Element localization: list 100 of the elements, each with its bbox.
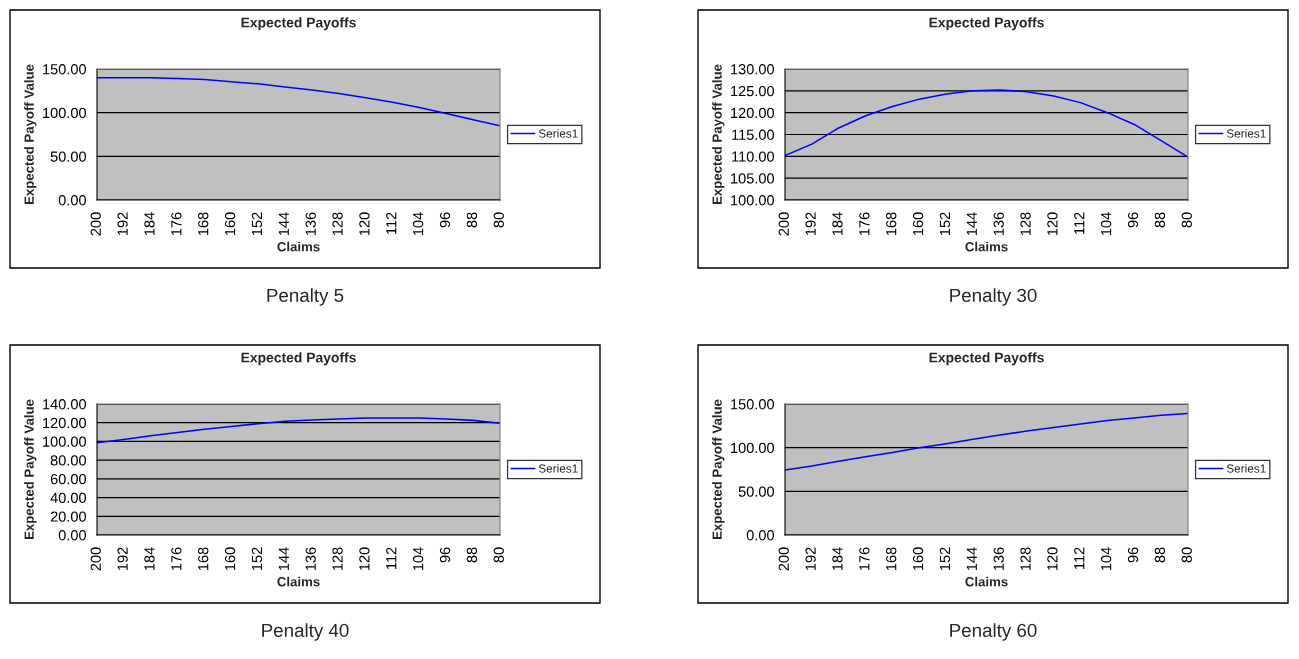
line-series — [97, 76, 500, 127]
y-tick-label: 120.00 — [43, 417, 87, 429]
line-series — [785, 89, 1188, 158]
x-tick-label: 112 — [1074, 547, 1085, 569]
x-tick-label: 152 — [939, 212, 951, 236]
chart-title: Expected Payoffs — [241, 352, 356, 366]
x-tick-label: 128 — [1020, 547, 1031, 571]
y-tick-label: 100.00 — [731, 442, 775, 454]
x-tick-label: 200 — [90, 212, 101, 236]
x-tick-label: 120 — [359, 547, 370, 571]
y-tick-label: 105.00 — [731, 173, 775, 184]
x-tick-label: 136 — [993, 212, 1004, 236]
x-tick-label: 104 — [412, 212, 424, 236]
x-tick-label: 176 — [171, 547, 182, 571]
legend-label: Series1 — [1226, 129, 1266, 138]
x-tick-label: 136 — [305, 212, 316, 236]
y-tick-label: 0.00 — [58, 530, 87, 541]
x-tick-label: 80 — [493, 547, 504, 563]
x-tick-label: 160 — [912, 547, 924, 571]
y-tick-label: 0.00 — [58, 195, 87, 206]
line-series — [97, 417, 500, 444]
x-tick-label: 176 — [859, 547, 870, 571]
x-tick-label: 144 — [966, 212, 977, 236]
x-axis-title: Claims — [965, 241, 1008, 252]
legend-label: Series1 — [1226, 464, 1266, 473]
x-tick-label: 160 — [912, 212, 924, 236]
x-tick-label: 152 — [251, 212, 263, 236]
y-axis-title: Expected Payoff Value — [712, 64, 725, 205]
line-series — [785, 412, 1188, 471]
x-tick-label: 176 — [171, 212, 182, 236]
x-tick-label: 112 — [386, 212, 397, 234]
x-tick-label: 120 — [1047, 547, 1058, 571]
x-tick-label: 96 — [1127, 212, 1139, 228]
x-tick-label: 176 — [859, 212, 870, 236]
x-tick-label: 128 — [1020, 212, 1031, 236]
x-tick-label: 144 — [278, 547, 289, 571]
x-tick-label: 120 — [359, 212, 370, 236]
chart-title: Expected Payoffs — [929, 17, 1044, 31]
x-tick-label: 120 — [1047, 212, 1058, 236]
x-tick-label: 144 — [278, 212, 289, 236]
text: Penalty 5 — [267, 288, 344, 306]
x-tick-label: 88 — [1154, 212, 1166, 228]
x-axis-title: Claims — [277, 241, 320, 252]
x-tick-label: 160 — [224, 547, 236, 571]
x-tick-label: 128 — [332, 547, 343, 571]
x-tick-label: 192 — [117, 547, 128, 571]
y-tick-label: 120.00 — [731, 107, 775, 119]
x-tick-label: 184 — [832, 212, 843, 236]
y-tick-label: 140.00 — [43, 399, 87, 410]
y-axis-title: Expected Payoff Value — [712, 399, 725, 540]
x-tick-label: 168 — [198, 212, 209, 236]
x-tick-label: 104 — [412, 547, 424, 571]
x-tick-label: 80 — [1181, 547, 1192, 563]
y-tick-label: 0.00 — [746, 530, 775, 541]
y-tick-label: 20.00 — [50, 511, 87, 522]
x-tick-label: 184 — [144, 212, 155, 236]
x-tick-label: 200 — [778, 547, 789, 571]
x-tick-label: 88 — [466, 212, 478, 228]
y-tick-label: 150.00 — [731, 399, 775, 410]
x-tick-label: 144 — [966, 547, 977, 571]
x-tick-label: 184 — [144, 547, 155, 571]
x-tick-label: 128 — [332, 212, 343, 236]
x-tick-label: 200 — [778, 212, 789, 236]
x-tick-label: 160 — [224, 212, 236, 236]
x-tick-label: 112 — [386, 547, 397, 569]
chart-title: Expected Payoffs — [241, 17, 356, 31]
x-tick-label: 96 — [1127, 547, 1139, 563]
y-tick-label: 130.00 — [731, 64, 775, 75]
y-tick-label: 50.00 — [738, 486, 775, 497]
x-tick-label: 152 — [939, 547, 951, 571]
legend-label: Series1 — [538, 464, 578, 473]
y-tick-label: 100.00 — [43, 107, 87, 119]
x-axis-title: Claims — [277, 576, 320, 587]
y-tick-label: 40.00 — [50, 492, 87, 503]
x-tick-label: 88 — [1154, 547, 1166, 563]
x-tick-label: 184 — [832, 547, 843, 571]
text: Penalty 40 — [262, 623, 349, 641]
x-axis-title: Claims — [965, 576, 1008, 587]
x-tick-label: 80 — [1181, 212, 1192, 228]
x-tick-label: 104 — [1100, 547, 1112, 571]
legend-label: Series1 — [538, 129, 578, 138]
x-tick-label: 152 — [251, 547, 263, 571]
y-tick-label: 150.00 — [43, 64, 87, 75]
text: Penalty 30 — [950, 288, 1037, 306]
y-axis-title: Expected Payoff Value — [24, 399, 37, 540]
x-tick-label: 104 — [1100, 212, 1112, 236]
x-tick-label: 192 — [805, 212, 816, 236]
y-tick-label: 110.00 — [732, 151, 775, 162]
x-tick-label: 96 — [439, 547, 451, 563]
y-tick-label: 100.00 — [43, 436, 87, 447]
x-tick-label: 168 — [886, 547, 897, 571]
y-tick-label: 60.00 — [50, 473, 87, 485]
y-tick-label: 50.00 — [50, 151, 87, 162]
y-axis-title: Expected Payoff Value — [24, 64, 37, 205]
x-tick-label: 112 — [1074, 212, 1085, 234]
x-tick-label: 192 — [805, 547, 816, 571]
x-tick-label: 192 — [117, 212, 128, 236]
x-tick-label: 80 — [493, 212, 504, 228]
text: Penalty 60 — [950, 623, 1037, 641]
x-tick-label: 136 — [305, 547, 316, 571]
